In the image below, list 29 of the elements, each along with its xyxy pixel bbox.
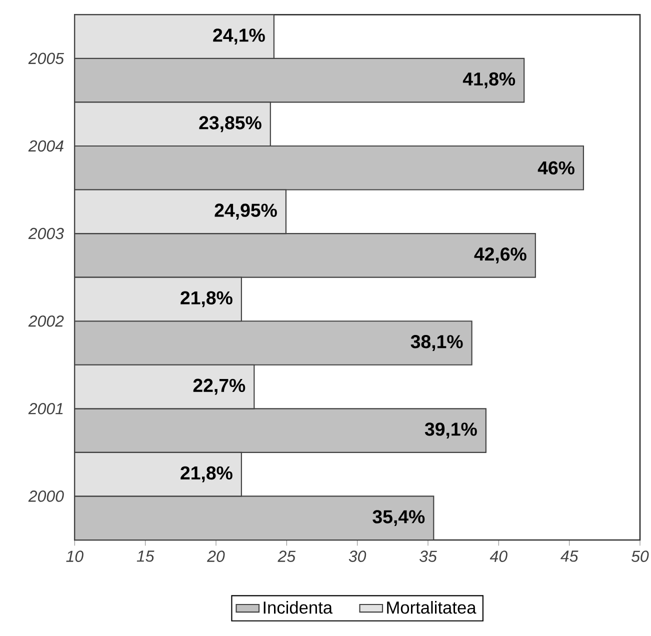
data-label: 42,6% — [474, 247, 526, 264]
data-label: 46% — [538, 161, 574, 174]
x-tick-label: 15 — [136, 550, 154, 562]
y-tick-label: 2005 — [28, 52, 64, 64]
x-tick-label: 20 — [207, 550, 225, 562]
legend-label: Mortalitatea — [387, 601, 476, 614]
x-tick-label: 10 — [66, 550, 84, 562]
y-tick-label: 2000 — [28, 490, 64, 502]
x-tick-label: 30 — [348, 550, 366, 562]
y-tick-label: 2004 — [28, 140, 64, 152]
x-tick-label: 45 — [560, 550, 578, 562]
y-tick-label: 2003 — [28, 228, 64, 240]
legend-label: Incidenta — [264, 601, 333, 614]
data-label: 23,85% — [199, 116, 262, 132]
data-label: 21,8% — [180, 466, 232, 482]
data-label: 21,8% — [180, 291, 232, 308]
data-label: 35,4% — [372, 510, 425, 526]
data-label: 38,1% — [410, 335, 463, 351]
x-tick-label: 35 — [419, 550, 437, 562]
y-tick-label: 2001 — [28, 403, 63, 414]
data-label: 24,1% — [213, 28, 265, 45]
data-label: 39,1% — [424, 422, 477, 439]
data-label: 22,7% — [193, 378, 246, 395]
data-label: 41,8% — [462, 72, 516, 88]
x-tick-label: 50 — [631, 550, 649, 562]
x-tick-label: 25 — [278, 550, 296, 562]
x-tick-label: 40 — [490, 550, 508, 562]
y-tick-label: 2002 — [28, 315, 64, 327]
data-label: 24,95% — [214, 204, 277, 220]
